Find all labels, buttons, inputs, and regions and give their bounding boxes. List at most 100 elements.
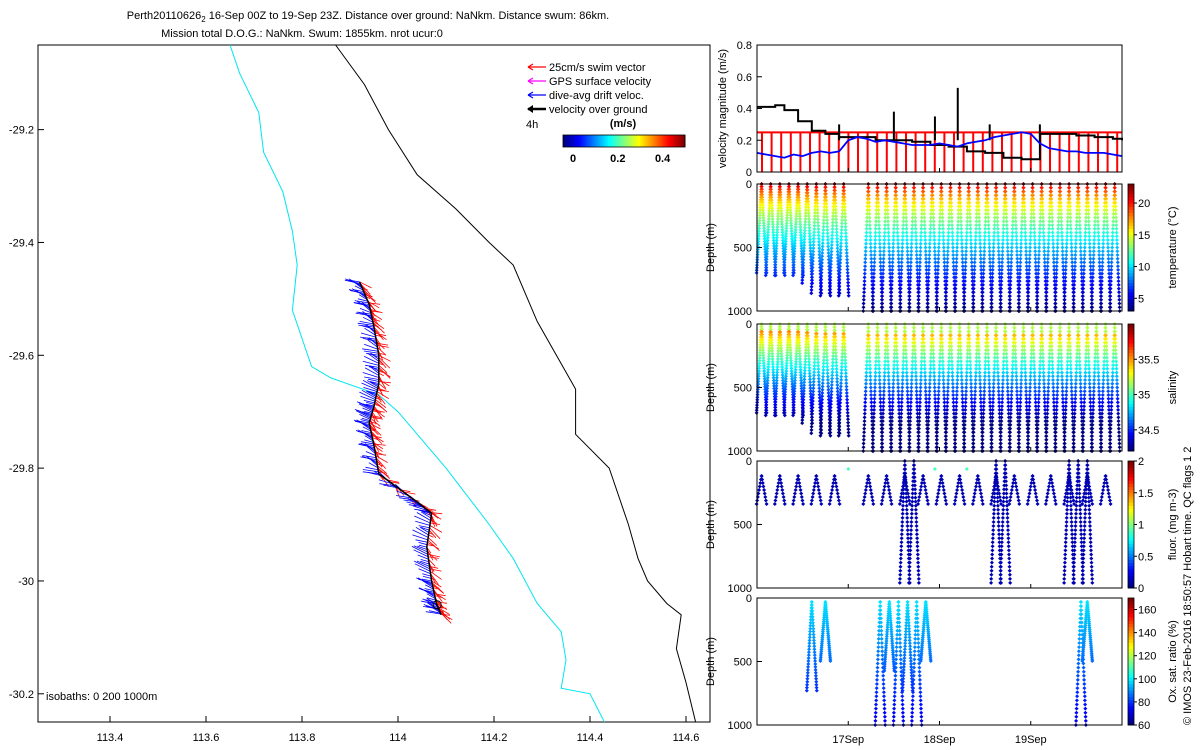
profile-point — [954, 267, 959, 272]
colorbar-cell — [1128, 222, 1134, 226]
profile-point — [820, 251, 825, 255]
profile-point — [1086, 211, 1091, 216]
profile-point — [959, 366, 964, 371]
profile-point — [876, 211, 881, 216]
profile-point — [880, 415, 885, 420]
profile-point — [784, 223, 789, 228]
profile-point — [1003, 200, 1008, 205]
map-ytick-label: -30.2 — [9, 689, 34, 701]
profile-point — [1106, 249, 1111, 254]
profile-point — [774, 389, 779, 394]
profile-point — [942, 404, 947, 409]
profile-point — [955, 226, 960, 231]
profile-point — [782, 408, 787, 413]
profile-point — [885, 355, 890, 360]
profile-point — [829, 383, 834, 387]
colorbar-cell — [589, 135, 592, 147]
profile-point — [771, 373, 776, 378]
profile-point — [995, 344, 999, 349]
profile-point — [917, 271, 922, 276]
profile-point — [932, 226, 936, 231]
profile-point — [757, 361, 762, 366]
drift-vector — [422, 589, 436, 598]
profile-point — [772, 246, 777, 251]
profile-point — [925, 294, 930, 299]
profile-point — [766, 230, 770, 235]
profile-point — [834, 223, 839, 228]
profile-point — [776, 214, 780, 219]
profile-point — [951, 256, 956, 261]
profile-point — [912, 193, 917, 198]
profile-point — [1056, 215, 1061, 220]
profile-point — [836, 433, 841, 438]
profile-point — [778, 340, 783, 345]
profile-point — [1008, 267, 1013, 272]
profile-point — [912, 336, 917, 341]
profile-point — [783, 242, 788, 247]
profile-point — [953, 419, 958, 424]
profile-point — [988, 400, 992, 405]
profile-point — [935, 286, 940, 291]
profile-point — [783, 244, 788, 249]
profile-point — [972, 279, 976, 284]
profile-point — [896, 393, 901, 397]
profile-point — [800, 412, 805, 417]
profile-point — [866, 189, 871, 194]
profile-point — [761, 356, 766, 360]
profile-point — [1105, 234, 1110, 239]
profile-point — [774, 375, 779, 380]
swim-vector — [373, 445, 383, 452]
profile-point — [801, 400, 806, 405]
swim-vector — [373, 407, 383, 419]
profile-point — [802, 243, 807, 248]
profile-point — [1115, 241, 1120, 246]
drift-vector — [361, 301, 371, 310]
profile-point — [1074, 234, 1079, 239]
profile-point — [895, 238, 900, 242]
profile-point — [1014, 238, 1019, 242]
profile-point — [1025, 301, 1030, 306]
profile-point — [761, 361, 766, 366]
profile-point — [945, 256, 950, 261]
profile-point — [877, 241, 882, 246]
profile-point — [888, 411, 893, 416]
profile-point — [769, 198, 774, 203]
profile-point — [769, 343, 774, 348]
profile-point — [824, 345, 829, 349]
profile-point — [1086, 204, 1091, 209]
drift-vector — [359, 321, 374, 325]
profile-point — [913, 370, 918, 375]
profile-point — [794, 206, 799, 211]
profile-point — [951, 249, 956, 254]
profile-point — [986, 208, 990, 213]
profile-point — [876, 200, 881, 205]
profile-point — [923, 249, 928, 254]
drift-vector — [370, 381, 379, 386]
profile-point — [878, 245, 882, 250]
profile-point — [995, 366, 1000, 371]
profile-point — [1113, 208, 1118, 213]
profile-point — [910, 366, 915, 371]
profile-point — [1031, 215, 1036, 220]
profile-point — [1046, 249, 1051, 254]
profile-point — [1022, 211, 1027, 216]
profile-point — [1054, 275, 1059, 280]
colorbar-cell — [585, 135, 588, 147]
profile-point — [774, 243, 779, 248]
drift-vector — [356, 290, 367, 299]
profile-point — [1078, 226, 1082, 231]
swim-vector — [377, 344, 389, 348]
profile-point — [907, 430, 912, 435]
profile-point — [799, 235, 803, 240]
profile-point — [1078, 230, 1083, 235]
profile-point — [1116, 279, 1121, 284]
profile-point — [836, 290, 841, 295]
swim-vector — [436, 603, 448, 610]
profile-point — [844, 247, 849, 252]
profile-point — [819, 267, 824, 272]
swim-vector — [377, 387, 386, 392]
profile-point — [806, 351, 811, 356]
profile-point — [897, 411, 902, 416]
profile-point — [824, 335, 828, 340]
